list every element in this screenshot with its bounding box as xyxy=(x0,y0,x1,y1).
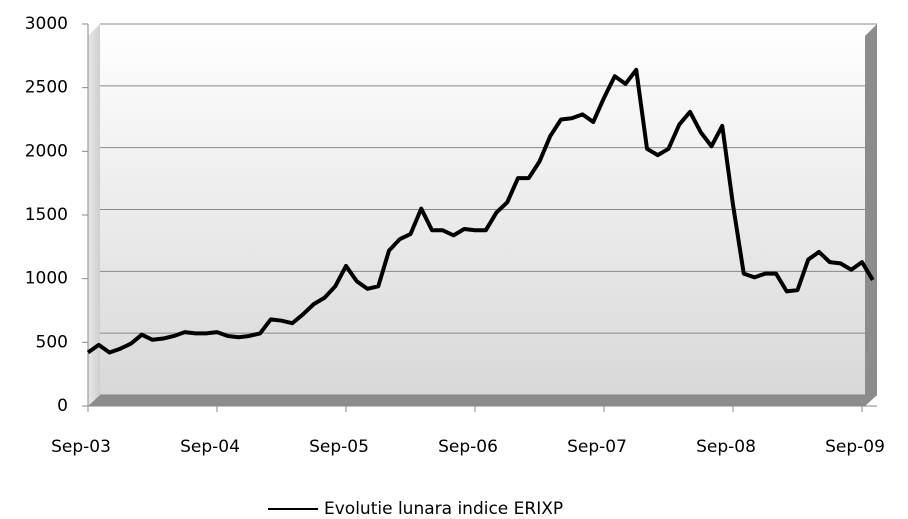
y-tick-label: 1000 xyxy=(25,269,68,289)
x-tick-label: Sep-09 xyxy=(825,437,885,457)
x-tick-label: Sep-06 xyxy=(438,437,498,457)
y-tick-label: 2500 xyxy=(25,78,68,98)
data-line xyxy=(86,67,875,355)
floor xyxy=(88,395,877,406)
x-tick-label: Sep-05 xyxy=(309,437,369,457)
right-wall xyxy=(865,24,877,406)
legend-label: Evolutie lunara indice ERIXP xyxy=(324,499,563,519)
y-tick-label: 500 xyxy=(36,332,68,352)
y-tick-label: 1500 xyxy=(25,205,68,225)
x-tick-label: Sep-07 xyxy=(567,437,627,457)
y-tick-label: 0 xyxy=(57,396,68,416)
y-tick-label: 2000 xyxy=(25,141,68,161)
y-tick-label: 3000 xyxy=(25,14,68,34)
x-tick-label: Sep-04 xyxy=(180,437,240,457)
side-wall xyxy=(88,24,100,406)
x-tick-label: Sep-08 xyxy=(696,437,756,457)
x-tick-label: Sep-03 xyxy=(51,437,111,457)
